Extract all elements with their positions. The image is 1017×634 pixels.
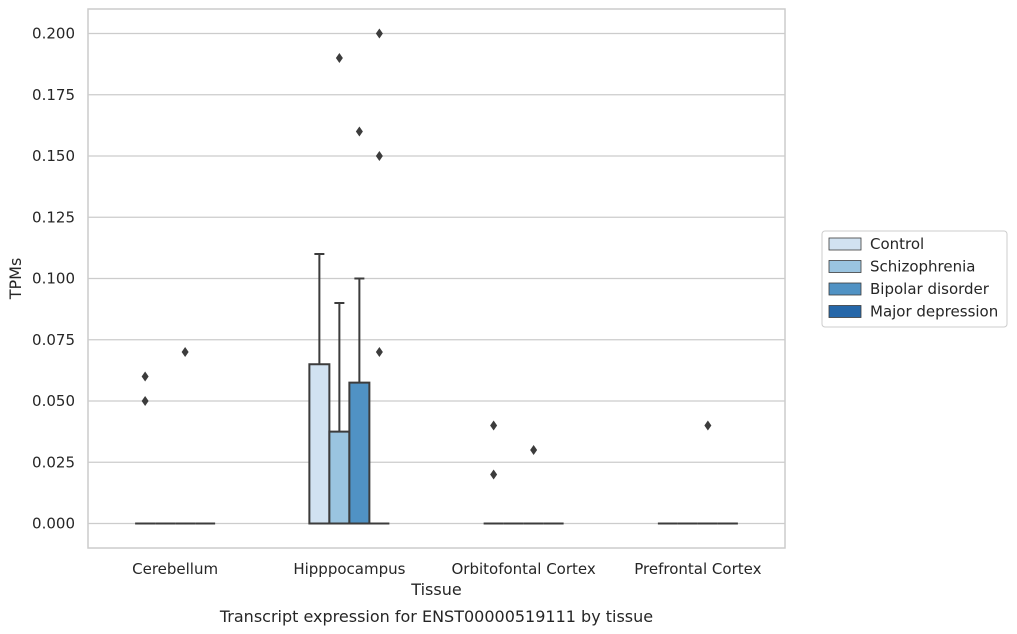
x-tick-label: Hipppocampus (293, 560, 405, 578)
y-tick-label: 0.000 (32, 515, 75, 533)
outlier-point (141, 396, 149, 406)
legend-label: Control (870, 235, 924, 253)
legend-label: Bipolar disorder (870, 280, 990, 298)
outlier-point (704, 420, 712, 431)
y-tick-label: 0.200 (32, 25, 75, 43)
plot-frame (87, 8, 786, 549)
box (308, 253, 331, 525)
legend-swatch (828, 260, 862, 273)
box-body (348, 381, 371, 525)
outlier-point (355, 126, 363, 137)
legend-swatch (828, 305, 862, 318)
y-axis-label: TPMs (6, 258, 25, 301)
box (348, 277, 371, 525)
legend-box (821, 230, 1008, 328)
box-body (308, 363, 331, 525)
gridlines (88, 32, 785, 525)
y-tick-label: 0.175 (32, 86, 75, 104)
y-tick-label: 0.025 (32, 453, 75, 471)
x-axis-label: Tissue (410, 580, 461, 599)
x-tick-label: Cerebellum (132, 560, 218, 578)
outlier-point (375, 151, 383, 161)
outlier-point (490, 420, 498, 431)
legend: Control Schizophrenia Bipolar disorder Majo… (821, 230, 1008, 328)
outlier-point (530, 445, 538, 455)
x-tick-label: Orbitofontal Cortex (452, 560, 596, 578)
outlier-point (181, 347, 189, 357)
legend-swatch (828, 237, 862, 251)
x-tick-labels: Cerebellum Hipppocampus Orbitofontal Corte… (132, 560, 761, 578)
legend-label: Major depression (870, 303, 998, 321)
legend-item: Major depression (828, 303, 998, 321)
y-tick-label: 0.050 (32, 392, 75, 410)
box-body (328, 430, 351, 525)
outlier-point (335, 53, 343, 63)
y-tick-label: 0.125 (32, 208, 75, 226)
y-tick-label: 0.150 (32, 147, 75, 165)
outliers (141, 28, 712, 480)
y-tick-labels: 0.000 0.025 0.050 0.075 0.100 0.125 0.150 0.175… (32, 25, 75, 533)
y-tick-label: 0.075 (32, 331, 75, 349)
chart-caption: Transcript expression for ENST0000051911… (219, 607, 653, 626)
box (328, 302, 351, 525)
legend-item: Control (828, 235, 924, 253)
outlier-point (375, 28, 383, 39)
y-tick-label: 0.100 (32, 270, 75, 288)
x-tick-label: Prefrontal Cortex (634, 560, 761, 578)
legend-item: Bipolar disorder (828, 280, 990, 298)
legend-swatch (828, 282, 862, 296)
legend-item: Schizophrenia (828, 258, 975, 276)
boxes (135, 253, 738, 525)
outlier-point (375, 347, 383, 357)
outlier-point (490, 469, 498, 480)
legend-label: Schizophrenia (870, 258, 975, 276)
outlier-point (141, 371, 149, 382)
